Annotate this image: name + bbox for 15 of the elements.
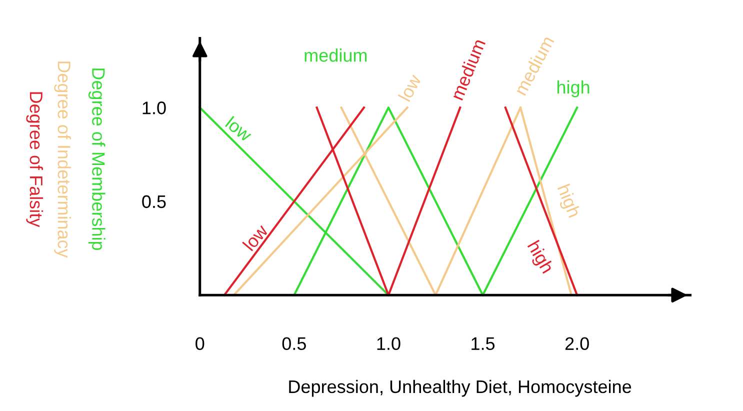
- text: medium: [304, 48, 367, 62]
- x-axis-title: Depression, Unhealthy Diet, Homocysteine: [289, 380, 632, 397]
- x-tick-label: 2.0: [565, 337, 589, 350]
- x-tick-label: 0: [196, 337, 204, 350]
- x-tick-label: 0.5: [282, 337, 306, 350]
- text: Degree of Indeterminacy: [54, 62, 71, 258]
- text: Degree of Falsity: [26, 92, 44, 228]
- x-tick-label: 1.5: [472, 337, 495, 350]
- text: low: [224, 116, 254, 142]
- x-tick-label: 1.0: [377, 337, 400, 350]
- series-label: high: [557, 80, 590, 98]
- text: high: [554, 184, 582, 220]
- text: low: [398, 72, 422, 102]
- y-axis-title: Degree of Membership: [88, 68, 106, 250]
- text: low: [242, 223, 269, 252]
